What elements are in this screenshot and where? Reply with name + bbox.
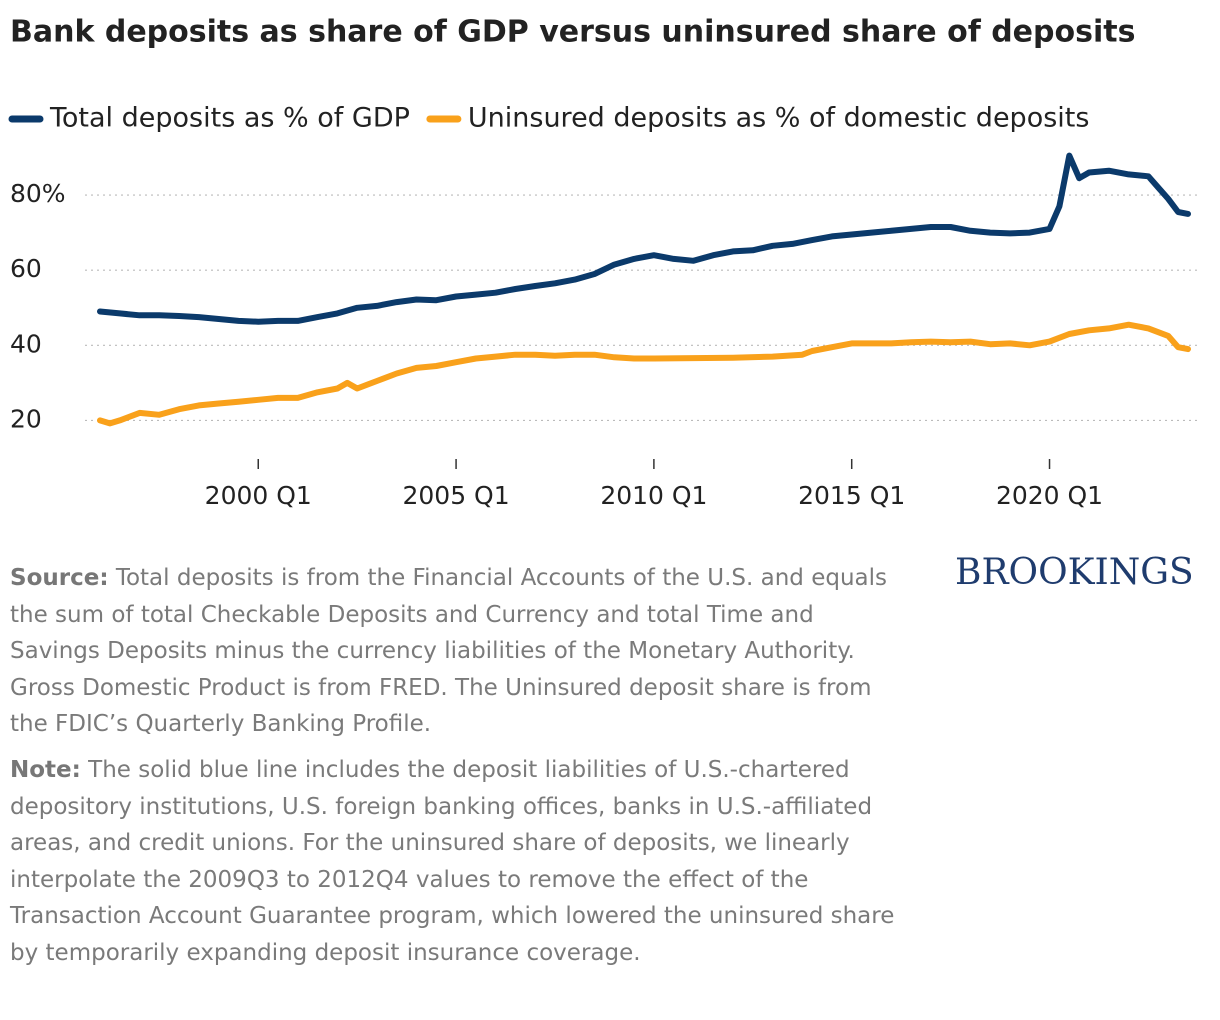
- y-tick-label: 60: [10, 254, 42, 283]
- note-label: Note:: [10, 757, 81, 783]
- y-tick-label: 40: [10, 329, 42, 358]
- logo: BROOKINGS: [955, 552, 1194, 593]
- legend-label: Uninsured deposits as % of domestic depo…: [468, 103, 1090, 134]
- note: Note: The solid blue line includes the d…: [10, 752, 910, 971]
- series-line: [97, 152, 1191, 325]
- source-text: Total deposits is from the Financial Acc…: [10, 565, 888, 737]
- chart: Bank deposits as share of GDP versus uni…: [8, 15, 1200, 510]
- x-tick-label: 2005 Q1: [402, 481, 509, 510]
- x-tick-label: 2000 Q1: [205, 481, 312, 510]
- series-line: [97, 321, 1191, 427]
- chart-title: Bank deposits as share of GDP versus uni…: [10, 15, 1135, 50]
- legend-label: Total deposits as % of GDP: [49, 103, 410, 134]
- y-tick-label: 20: [10, 404, 42, 433]
- x-tick-label: 2015 Q1: [798, 481, 905, 510]
- x-tick-label: 2020 Q1: [996, 481, 1103, 510]
- x-tick-label: 2010 Q1: [600, 481, 707, 510]
- source: Source: Total deposits is from the Finan…: [10, 560, 910, 743]
- source-label: Source:: [10, 565, 109, 591]
- note-text: The solid blue line includes the deposit…: [10, 757, 895, 966]
- y-tick-label: 80%: [10, 179, 66, 208]
